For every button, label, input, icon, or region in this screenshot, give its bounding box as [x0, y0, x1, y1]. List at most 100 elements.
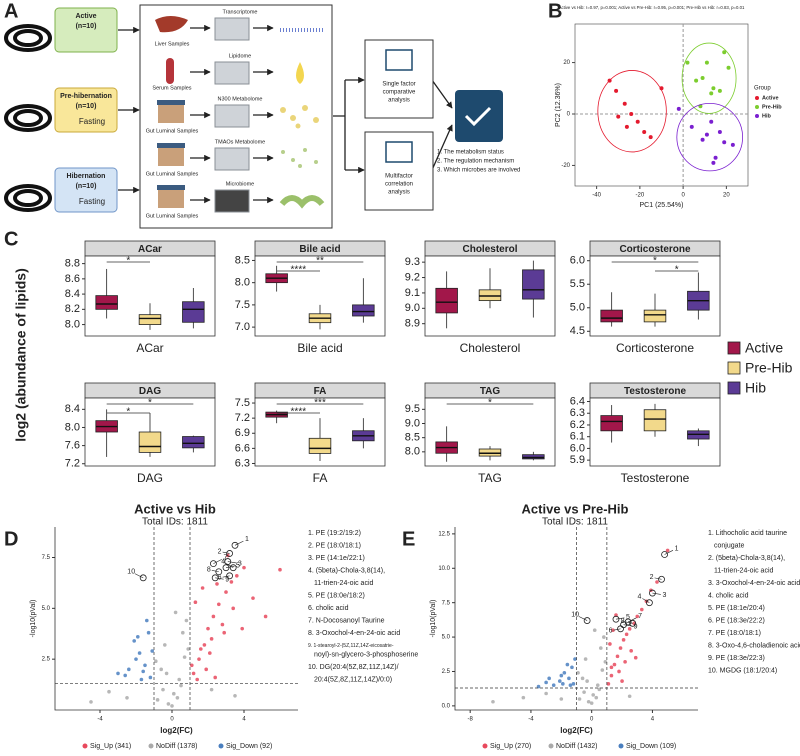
- annotation: conjugate: [714, 542, 744, 549]
- leader-line: [628, 617, 637, 623]
- method-label: Microbiome: [226, 181, 254, 187]
- chart-subtitle: Total IDs: 1811: [142, 517, 208, 528]
- annotation: 3. PE (14:1e/22:1): [308, 555, 365, 562]
- point: [562, 671, 567, 675]
- axes: [54, 527, 298, 711]
- arrows: [345, 76, 365, 174]
- point: [730, 142, 735, 147]
- point: [655, 580, 659, 584]
- point: [179, 683, 183, 688]
- highlight: [646, 599, 653, 607]
- point: [576, 671, 580, 675]
- sample-label: Gut Luminal Samples: [146, 171, 199, 177]
- method-label: Lipidome: [229, 53, 251, 59]
- point: [222, 630, 226, 635]
- point: [592, 628, 597, 632]
- point: [251, 596, 255, 600]
- sample-label: Serum Samples: [152, 85, 191, 91]
- point: [726, 65, 731, 70]
- significance-label: ****: [291, 407, 307, 418]
- annotation: 11-trien-24-oic acid: [314, 580, 374, 587]
- highlight: [658, 575, 665, 583]
- x-axis-label: Corticosterone: [616, 341, 694, 355]
- y-tick-label: 8.5: [235, 254, 250, 266]
- x-axis-label: log2(FC): [160, 726, 193, 735]
- point: [107, 689, 111, 694]
- leader-line: [578, 616, 588, 621]
- point: [233, 693, 237, 698]
- highlight-label: 4: [221, 559, 225, 566]
- point: [606, 682, 611, 686]
- leader-line: [222, 551, 230, 554]
- y-tick-label: 0.0: [442, 703, 451, 709]
- highlight-label: 1: [245, 536, 249, 543]
- pipeline-box: [139, 4, 333, 229]
- y-tick-label: 5.9: [570, 454, 585, 466]
- point: [559, 697, 564, 701]
- x-tick-label: 0: [681, 193, 685, 199]
- point: [622, 101, 627, 106]
- point: [199, 647, 203, 651]
- x-tick-label: -20: [636, 193, 645, 199]
- x-tick-label: 20: [723, 193, 730, 199]
- point: [220, 622, 225, 627]
- highlight-label: 9: [634, 624, 638, 631]
- annotation: noyl)-sn-glycero-3-phosphoserine: [314, 651, 418, 658]
- point: [536, 684, 541, 689]
- box: [478, 448, 502, 457]
- point: [595, 683, 600, 688]
- point: [202, 643, 207, 647]
- legend-label: NoDiff (1378): [156, 743, 198, 750]
- highlight-label: 1: [675, 545, 679, 552]
- point: [263, 614, 268, 619]
- group-note: Fasting: [79, 117, 105, 126]
- point: [722, 50, 727, 55]
- point: [627, 694, 632, 699]
- sample-label: Gut Luminal Samples: [146, 213, 199, 219]
- highlight: [215, 568, 223, 576]
- analysis-label: comparative: [383, 90, 416, 96]
- chart-title: FA: [314, 386, 327, 397]
- point: [209, 637, 214, 641]
- point: [209, 687, 214, 692]
- y-tick-label: 5.0: [570, 302, 585, 314]
- point: [585, 679, 589, 683]
- analysis-icon: [385, 49, 413, 71]
- leader-line: [134, 573, 144, 579]
- method-label: Transcriptome: [223, 9, 258, 15]
- highlight: [209, 560, 217, 567]
- output-icons: [279, 28, 325, 209]
- point: [685, 60, 690, 65]
- annotation: 10. DG(20:4(5Z,8Z,11Z,14Z)/: [308, 664, 399, 671]
- box: [352, 304, 375, 317]
- highlight-label: 4: [637, 594, 641, 601]
- point: [623, 660, 627, 664]
- y-tick-label: 5.5: [570, 278, 585, 290]
- y-tick-label: 9.0: [405, 417, 420, 429]
- highlight: [211, 574, 219, 582]
- box: [182, 301, 205, 323]
- highlight: [649, 589, 656, 597]
- y-tick-label: 6.3: [570, 407, 585, 419]
- box: [643, 309, 667, 323]
- y-tick-label: 7.5: [235, 299, 250, 311]
- point: [591, 693, 596, 697]
- highlight: [229, 564, 237, 572]
- sample-icons: [155, 16, 188, 208]
- outcome: 2. The regulation mechanism: [437, 159, 514, 165]
- legend-swatch: [548, 743, 554, 749]
- point: [567, 676, 571, 681]
- y-tick-label: 20: [563, 60, 570, 66]
- point: [635, 614, 640, 619]
- annotation: 2. (5beta)-Chola-3,8(14),: [708, 555, 785, 562]
- point: [620, 679, 624, 683]
- analysis-box: [364, 39, 434, 119]
- point: [665, 548, 670, 553]
- legend-label: Sig_Down (109): [626, 743, 676, 750]
- y-tick-label: 8.4: [65, 403, 80, 415]
- annotation: 10. MGDG (18:1/20:4): [708, 667, 777, 674]
- x-axis-label: PC1 (25.54%): [640, 202, 684, 209]
- point: [586, 699, 591, 704]
- annotation: 6. cholic acid: [308, 605, 349, 612]
- annotation: 20:4(5Z,8Z,11Z,14Z)/0:0): [314, 676, 392, 683]
